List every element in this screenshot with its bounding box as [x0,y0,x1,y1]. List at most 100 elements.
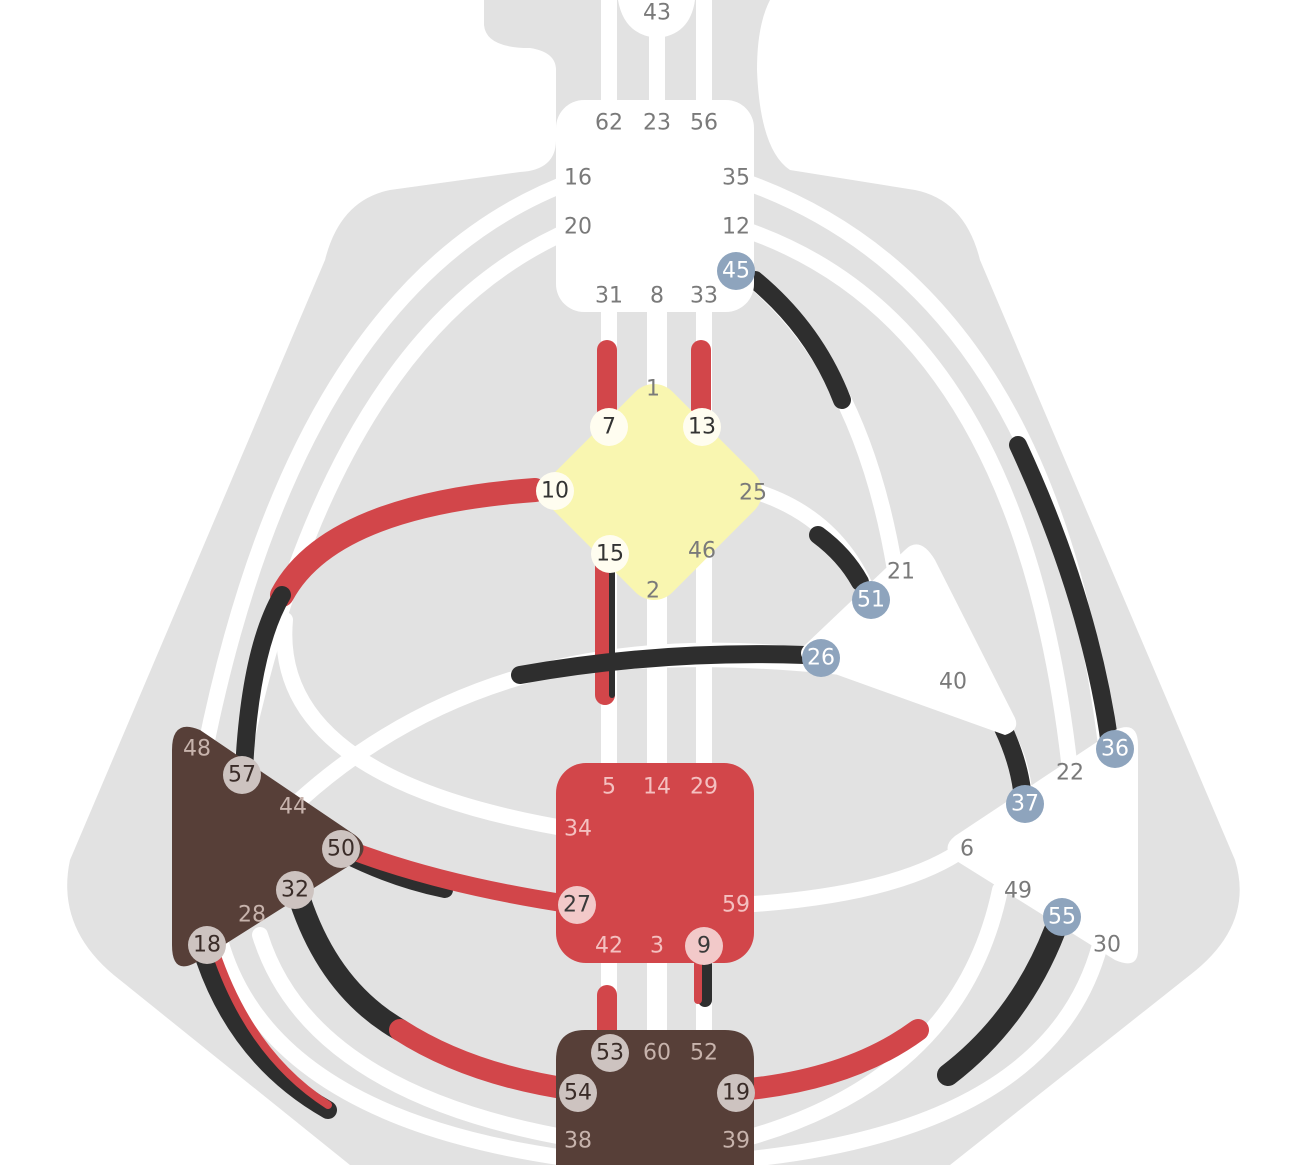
channel-band [732,882,1008,1148]
gate-22: 22 [1056,761,1084,786]
gate-39: 39 [722,1129,750,1154]
channel-10-57-personality [235,586,291,779]
channel-45-21-personality [746,271,851,409]
gate-9: 9 [697,934,711,959]
spleen-center [172,726,364,967]
channel-band [252,927,588,1148]
active-gate-disc [322,830,360,868]
gate-15: 15 [596,542,624,567]
gate-46: 46 [688,539,716,564]
gate-59: 59 [722,893,750,918]
gate-29: 29 [690,775,718,800]
channel-55-39-personality [937,919,1066,1086]
gate-49: 49 [1004,879,1032,904]
active-gate-disc [590,408,628,446]
channel-50-27-design [336,839,584,914]
gate-36: 36 [1101,737,1129,762]
gate-6: 6 [960,837,974,862]
gate-23: 23 [643,111,671,136]
channel-band [732,220,1078,778]
gate-13: 13 [688,415,716,440]
channel-35-36-personality [1009,436,1119,754]
active-gate-disc [717,252,755,290]
channel-10-57-design [270,478,547,607]
head-center [618,0,695,38]
gate-2: 2 [646,579,660,604]
gate-7: 7 [602,415,616,440]
gate-28: 28 [238,903,266,928]
gate-43: 43 [643,1,671,26]
gate-35: 35 [722,166,750,191]
gate-18: 18 [193,933,221,958]
gate-34: 34 [564,817,592,842]
heart-center [801,544,1017,735]
active-gate-disc [683,408,721,446]
gate-26: 26 [807,646,835,671]
active-gate-disc [717,1074,755,1112]
channel-band [732,840,973,913]
active-gate-disc [685,927,723,965]
gate-53: 53 [596,1041,624,1066]
gate-33: 33 [690,284,718,309]
gate-62: 62 [595,111,623,136]
channel-band [197,172,583,758]
gate-51: 51 [857,588,885,613]
channel-band [732,937,1108,1165]
channel-32-54-design [389,1019,586,1101]
active-gate-disc [591,1034,629,1072]
channel-18-58-personality [196,951,337,1119]
gate-labels: 43 62 23 56 16 35 20 12 45 31 8 33 1 7 1… [183,1,1129,1154]
gate-12: 12 [722,215,750,240]
gate-44: 44 [279,795,307,820]
active-gate-disc [591,535,629,573]
active-gate-disc [852,581,890,619]
gate-37: 37 [1011,792,1039,817]
gate-54: 54 [564,1081,592,1106]
gate-57: 57 [228,763,256,788]
channel-18-58-design [211,946,332,1109]
gate-19: 19 [722,1081,750,1106]
active-gate-disc [1006,785,1044,823]
active-gate-discs [188,252,1134,1112]
sacral-center [556,763,754,963]
channel-32-54-personality [289,889,411,1041]
gate-42: 42 [595,934,623,959]
gate-3: 3 [650,934,664,959]
gate-20: 20 [564,215,592,240]
gate-21: 21 [887,560,915,585]
gate-38: 38 [564,1129,592,1154]
gate-40: 40 [939,670,967,695]
gate-45: 45 [722,259,750,284]
gate-60: 60 [643,1041,671,1066]
gate-52: 52 [690,1041,718,1066]
gate-31: 31 [595,284,623,309]
active-gate-disc [188,926,226,964]
gate-50: 50 [327,837,355,862]
solar-plexus-center [947,727,1138,964]
channel-26-44-personality [511,645,814,684]
channel-19-49-design [729,1019,929,1101]
gate-16: 16 [564,166,592,191]
gate-27: 27 [563,893,591,918]
gate-8: 8 [650,284,664,309]
active-gate-disc [558,886,596,924]
gate-1: 1 [646,377,660,402]
active-gate-disc [802,639,840,677]
active-gate-disc [1043,898,1081,936]
gate-48: 48 [183,737,211,762]
gate-30: 30 [1093,933,1121,958]
gate-25: 25 [739,481,767,506]
active-gate-disc [1096,730,1134,768]
throat-center [556,100,754,312]
gate-55: 55 [1048,905,1076,930]
gate-14: 14 [643,775,671,800]
defined-channels [196,271,1119,1119]
gate-10: 10 [541,479,569,504]
channel-band [212,932,588,1165]
gate-32: 32 [281,878,309,903]
gate-56: 56 [690,111,718,136]
channel-25-51-personality [809,526,869,591]
gate-5: 5 [602,775,616,800]
active-gate-disc [559,1074,597,1112]
